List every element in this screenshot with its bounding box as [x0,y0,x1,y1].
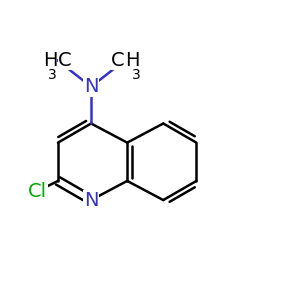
Text: N: N [84,77,98,96]
Text: H: H [43,51,57,70]
Text: 3: 3 [48,68,56,83]
Text: Cl: Cl [28,182,47,201]
Text: N: N [84,190,98,210]
Text: C: C [58,51,72,70]
Text: 3: 3 [132,68,140,83]
Text: C: C [111,51,125,70]
Text: H: H [125,51,140,70]
